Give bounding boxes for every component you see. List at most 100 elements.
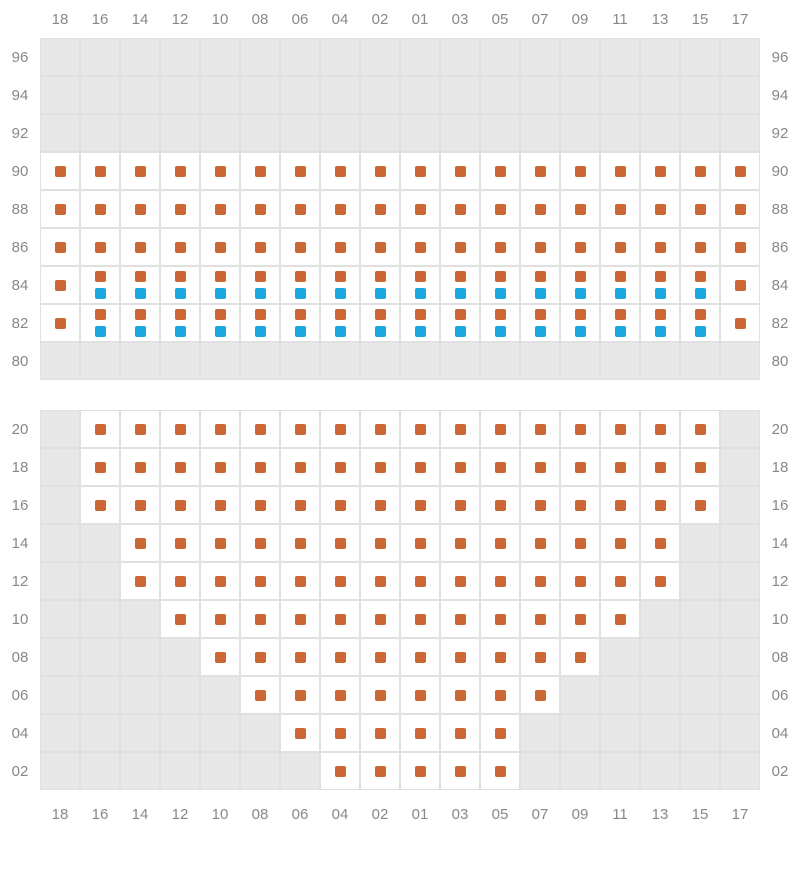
seat[interactable]: [40, 152, 80, 190]
seat[interactable]: [320, 448, 360, 486]
seat[interactable]: [120, 410, 160, 448]
seat[interactable]: [200, 410, 240, 448]
seat-dual[interactable]: [80, 266, 120, 304]
seat[interactable]: [440, 752, 480, 790]
seat[interactable]: [320, 228, 360, 266]
seat[interactable]: [160, 600, 200, 638]
seat[interactable]: [280, 190, 320, 228]
seat[interactable]: [640, 524, 680, 562]
seat[interactable]: [480, 228, 520, 266]
seat[interactable]: [560, 638, 600, 676]
seat[interactable]: [240, 486, 280, 524]
seat[interactable]: [240, 448, 280, 486]
seat[interactable]: [360, 676, 400, 714]
seat[interactable]: [400, 638, 440, 676]
seat[interactable]: [280, 448, 320, 486]
seat[interactable]: [400, 752, 440, 790]
seat[interactable]: [480, 448, 520, 486]
seat[interactable]: [280, 524, 320, 562]
seat[interactable]: [560, 448, 600, 486]
seat[interactable]: [240, 410, 280, 448]
seat[interactable]: [520, 152, 560, 190]
seat-dual[interactable]: [520, 304, 560, 342]
seat[interactable]: [480, 562, 520, 600]
seat[interactable]: [440, 486, 480, 524]
seat[interactable]: [360, 752, 400, 790]
seat[interactable]: [520, 638, 560, 676]
seat[interactable]: [640, 562, 680, 600]
seat[interactable]: [480, 714, 520, 752]
seat[interactable]: [520, 600, 560, 638]
seat[interactable]: [40, 228, 80, 266]
seat-dual[interactable]: [560, 304, 600, 342]
seat-dual[interactable]: [360, 266, 400, 304]
seat[interactable]: [400, 448, 440, 486]
seat[interactable]: [400, 524, 440, 562]
seat[interactable]: [360, 486, 400, 524]
seat[interactable]: [440, 638, 480, 676]
seat[interactable]: [480, 600, 520, 638]
seat[interactable]: [280, 600, 320, 638]
seat[interactable]: [360, 190, 400, 228]
seat[interactable]: [360, 524, 400, 562]
seat[interactable]: [680, 486, 720, 524]
seat[interactable]: [440, 228, 480, 266]
seat[interactable]: [40, 266, 80, 304]
seat[interactable]: [640, 152, 680, 190]
seat[interactable]: [240, 190, 280, 228]
seat[interactable]: [160, 190, 200, 228]
seat[interactable]: [680, 228, 720, 266]
seat[interactable]: [120, 152, 160, 190]
seat[interactable]: [320, 152, 360, 190]
seat[interactable]: [560, 152, 600, 190]
seat-dual[interactable]: [680, 304, 720, 342]
seat-dual[interactable]: [120, 304, 160, 342]
seat[interactable]: [320, 714, 360, 752]
seat[interactable]: [560, 410, 600, 448]
seat[interactable]: [160, 228, 200, 266]
seat[interactable]: [440, 562, 480, 600]
seat[interactable]: [400, 600, 440, 638]
seat[interactable]: [400, 152, 440, 190]
seat-dual[interactable]: [680, 266, 720, 304]
seat[interactable]: [680, 448, 720, 486]
seat[interactable]: [320, 676, 360, 714]
seat[interactable]: [600, 600, 640, 638]
seat[interactable]: [560, 524, 600, 562]
seat[interactable]: [200, 562, 240, 600]
seat-dual[interactable]: [280, 304, 320, 342]
seat[interactable]: [640, 486, 680, 524]
seat[interactable]: [440, 448, 480, 486]
seat[interactable]: [720, 266, 760, 304]
seat-dual[interactable]: [640, 266, 680, 304]
seat[interactable]: [560, 562, 600, 600]
seat[interactable]: [280, 486, 320, 524]
seat[interactable]: [440, 524, 480, 562]
seat[interactable]: [200, 152, 240, 190]
seat[interactable]: [120, 562, 160, 600]
seat[interactable]: [280, 152, 320, 190]
seat[interactable]: [480, 486, 520, 524]
seat[interactable]: [320, 524, 360, 562]
seat[interactable]: [560, 600, 600, 638]
seat-dual[interactable]: [480, 266, 520, 304]
seat-dual[interactable]: [160, 266, 200, 304]
seat[interactable]: [80, 410, 120, 448]
seat[interactable]: [480, 752, 520, 790]
seat-dual[interactable]: [200, 266, 240, 304]
seat[interactable]: [240, 228, 280, 266]
seat[interactable]: [200, 524, 240, 562]
seat[interactable]: [320, 410, 360, 448]
seat[interactable]: [680, 152, 720, 190]
seat[interactable]: [520, 228, 560, 266]
seat[interactable]: [400, 486, 440, 524]
seat[interactable]: [360, 410, 400, 448]
seat-dual[interactable]: [560, 266, 600, 304]
seat[interactable]: [80, 228, 120, 266]
seat[interactable]: [560, 190, 600, 228]
seat[interactable]: [160, 486, 200, 524]
seat[interactable]: [720, 152, 760, 190]
seat-dual[interactable]: [120, 266, 160, 304]
seat[interactable]: [600, 562, 640, 600]
seat[interactable]: [320, 562, 360, 600]
